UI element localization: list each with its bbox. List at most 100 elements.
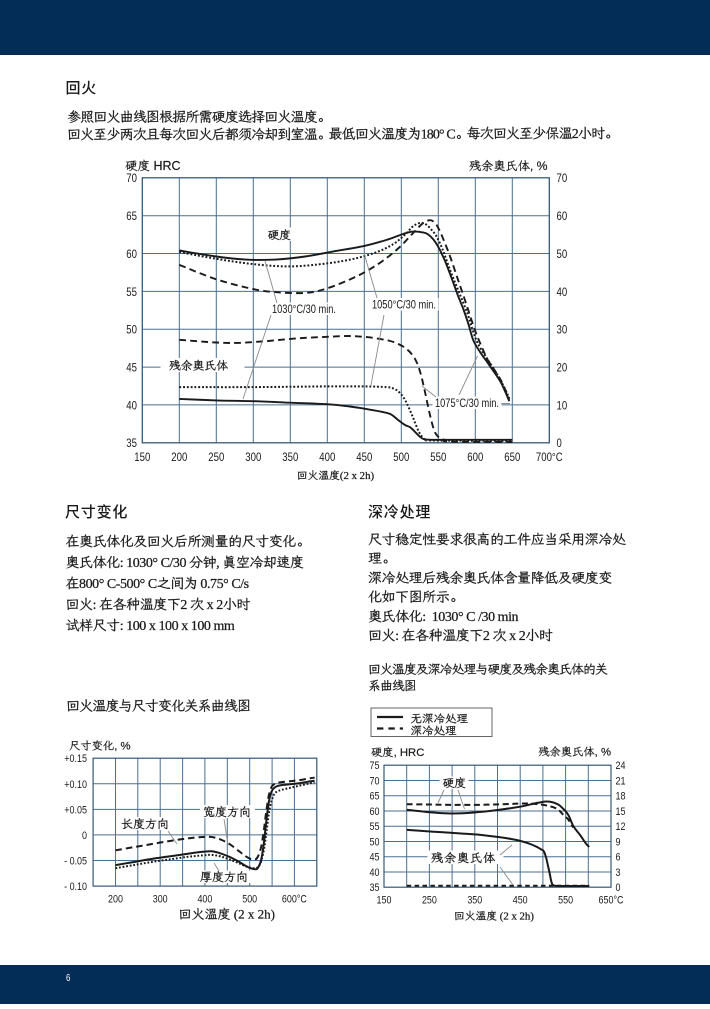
svg-text:9: 9 bbox=[616, 837, 621, 849]
svg-text:650: 650 bbox=[504, 450, 520, 464]
svg-text:350: 350 bbox=[282, 450, 298, 464]
svg-text:550: 550 bbox=[430, 450, 446, 464]
svg-text:残余奥氏体: 残余奥氏体 bbox=[169, 358, 228, 373]
svg-text:12: 12 bbox=[616, 821, 626, 833]
svg-text:450: 450 bbox=[356, 450, 372, 464]
svg-text:6: 6 bbox=[66, 973, 71, 984]
svg-text:400: 400 bbox=[319, 450, 335, 464]
svg-text:500: 500 bbox=[393, 450, 409, 464]
svg-text:40: 40 bbox=[557, 285, 568, 299]
svg-text:试样尺寸: 100 x 100 x 100 mm: 试样尺寸: 100 x 100 x 100 mm bbox=[66, 616, 235, 634]
svg-text:硬度, HRC: 硬度, HRC bbox=[371, 745, 424, 760]
svg-text:长度方向: 长度方向 bbox=[121, 817, 169, 832]
svg-text:1075°C/30 min.: 1075°C/30 min. bbox=[435, 396, 499, 410]
svg-text:1050°C/30 min.: 1050°C/30 min. bbox=[372, 298, 436, 312]
svg-text:参照回火曲线图根据所需硬度选择回火温度。: 参照回火曲线图根据所需硬度选择回火温度。 bbox=[67, 107, 327, 129]
svg-text:30: 30 bbox=[557, 323, 568, 337]
svg-text:0: 0 bbox=[82, 830, 87, 842]
svg-text:21: 21 bbox=[616, 776, 626, 788]
svg-text:500: 500 bbox=[242, 894, 257, 906]
svg-text:10: 10 bbox=[557, 398, 568, 412]
svg-text:+0.15: +0.15 bbox=[64, 753, 87, 765]
svg-text:300: 300 bbox=[153, 894, 168, 906]
svg-text:70: 70 bbox=[370, 776, 380, 788]
svg-text:200: 200 bbox=[171, 450, 187, 464]
svg-text:回火温度 (2 x 2h): 回火温度 (2 x 2h) bbox=[179, 906, 275, 923]
svg-text:400: 400 bbox=[197, 894, 212, 906]
svg-text:50: 50 bbox=[557, 247, 568, 261]
svg-text:50: 50 bbox=[370, 837, 380, 849]
svg-text:350: 350 bbox=[467, 895, 482, 907]
svg-text:40: 40 bbox=[126, 398, 137, 412]
svg-text:700°C: 700°C bbox=[536, 450, 563, 464]
svg-text:尺寸变化, %: 尺寸变化, % bbox=[69, 739, 131, 754]
svg-text:硬度 HRC: 硬度 HRC bbox=[125, 157, 181, 174]
svg-text:+0.05: +0.05 bbox=[64, 804, 87, 816]
svg-text:回火温度(2 x 2h): 回火温度(2 x 2h) bbox=[297, 469, 375, 483]
svg-text:35: 35 bbox=[370, 882, 380, 894]
svg-text:250: 250 bbox=[208, 450, 224, 464]
svg-text:65: 65 bbox=[370, 791, 380, 803]
svg-text:宽度方向: 宽度方向 bbox=[203, 805, 251, 820]
svg-text:15: 15 bbox=[616, 806, 626, 818]
svg-text:65: 65 bbox=[126, 209, 137, 223]
svg-text:系曲线图: 系曲线图 bbox=[368, 677, 416, 694]
svg-text:回火温度 (2 x 2h): 回火温度 (2 x 2h) bbox=[454, 910, 534, 924]
svg-text:600°C: 600°C bbox=[282, 894, 307, 906]
svg-text:45: 45 bbox=[126, 361, 137, 375]
svg-text:+0.10: +0.10 bbox=[64, 779, 87, 791]
svg-text:18: 18 bbox=[616, 791, 626, 803]
svg-text:深冷处理: 深冷处理 bbox=[368, 501, 431, 522]
svg-text:- 0.05: - 0.05 bbox=[64, 856, 87, 868]
svg-text:55: 55 bbox=[126, 285, 137, 299]
svg-text:奥氏体化: 1030° C/30 分钟, 真空冷却速度: 奥氏体化: 1030° C/30 分钟, 真空冷却速度 bbox=[66, 553, 305, 571]
svg-text:回火: 在各种温度下2 次 x 2小时: 回火: 在各种温度下2 次 x 2小时 bbox=[66, 595, 251, 613]
svg-text:3: 3 bbox=[616, 867, 621, 879]
svg-text:回火温度与尺寸变化关系曲线图: 回火温度与尺寸变化关系曲线图 bbox=[66, 696, 250, 714]
svg-text:550: 550 bbox=[558, 895, 573, 907]
svg-text:250: 250 bbox=[422, 895, 437, 907]
svg-text:在奥氏体化及回火后所测量的尺寸变化。: 在奥氏体化及回火后所测量的尺寸变化。 bbox=[66, 532, 307, 554]
svg-text:奥氏体化: 1030° C /30 min: 奥氏体化: 1030° C /30 min bbox=[368, 607, 519, 625]
svg-text:450: 450 bbox=[513, 895, 528, 907]
svg-text:75: 75 bbox=[370, 760, 380, 772]
svg-text:70: 70 bbox=[557, 171, 568, 185]
svg-text:24: 24 bbox=[616, 760, 626, 772]
svg-text:回火: 在各种温度下2 次 x 2小时: 回火: 在各种温度下2 次 x 2小时 bbox=[368, 626, 553, 644]
svg-text:尺寸稳定性要求很高的工件应当采用深冷处: 尺寸稳定性要求很高的工件应当采用深冷处 bbox=[368, 530, 626, 548]
svg-text:无深冷处理: 无深冷处理 bbox=[411, 712, 469, 727]
svg-text:深冷处理后残余奥氏体含量降低及硬度变: 深冷处理后残余奥氏体含量降低及硬度变 bbox=[368, 568, 612, 586]
svg-text:硬度: 硬度 bbox=[443, 776, 467, 791]
svg-text:残余奥氏体, %: 残余奥氏体, % bbox=[538, 745, 611, 760]
svg-text:尺寸变化: 尺寸变化 bbox=[65, 501, 128, 522]
svg-text:0: 0 bbox=[616, 882, 621, 894]
svg-text:60: 60 bbox=[370, 806, 380, 818]
svg-text:0: 0 bbox=[557, 436, 563, 450]
svg-text:20: 20 bbox=[557, 361, 568, 375]
svg-text:60: 60 bbox=[557, 209, 568, 223]
svg-text:回火温度及深冷处理与硬度及残余奥氏体的关: 回火温度及深冷处理与硬度及残余奥氏体的关 bbox=[368, 661, 608, 678]
svg-text:6: 6 bbox=[616, 852, 621, 864]
svg-text:50: 50 bbox=[126, 323, 137, 337]
svg-text:- 0.10: - 0.10 bbox=[64, 881, 87, 893]
svg-text:70: 70 bbox=[126, 171, 137, 185]
svg-text:硬度: 硬度 bbox=[268, 228, 292, 243]
svg-text:回火: 回火 bbox=[66, 77, 98, 98]
svg-text:650°C: 650°C bbox=[599, 895, 624, 907]
svg-text:40: 40 bbox=[370, 867, 380, 879]
svg-text:600: 600 bbox=[467, 450, 483, 464]
svg-text:在800° C-500° C之间为 0.75° C/s: 在800° C-500° C之间为 0.75° C/s bbox=[66, 574, 249, 592]
svg-text:理。: 理。 bbox=[368, 549, 392, 571]
svg-text:300: 300 bbox=[245, 450, 261, 464]
svg-text:1030°C/30 min.: 1030°C/30 min. bbox=[272, 302, 336, 316]
svg-text:深冷处理: 深冷处理 bbox=[411, 724, 457, 739]
svg-text:60: 60 bbox=[126, 247, 137, 261]
svg-text:残余奥氏体: 残余奥氏体 bbox=[431, 850, 496, 866]
svg-text:残余奥氏体, %: 残余奥氏体, % bbox=[469, 158, 548, 174]
svg-text:150: 150 bbox=[377, 895, 392, 907]
svg-text:55: 55 bbox=[370, 821, 380, 833]
svg-text:35: 35 bbox=[126, 436, 137, 450]
svg-text:厚度方向: 厚度方向 bbox=[200, 870, 248, 885]
svg-text:化如下图所示。: 化如下图所示。 bbox=[368, 588, 460, 610]
svg-text:200: 200 bbox=[108, 894, 123, 906]
